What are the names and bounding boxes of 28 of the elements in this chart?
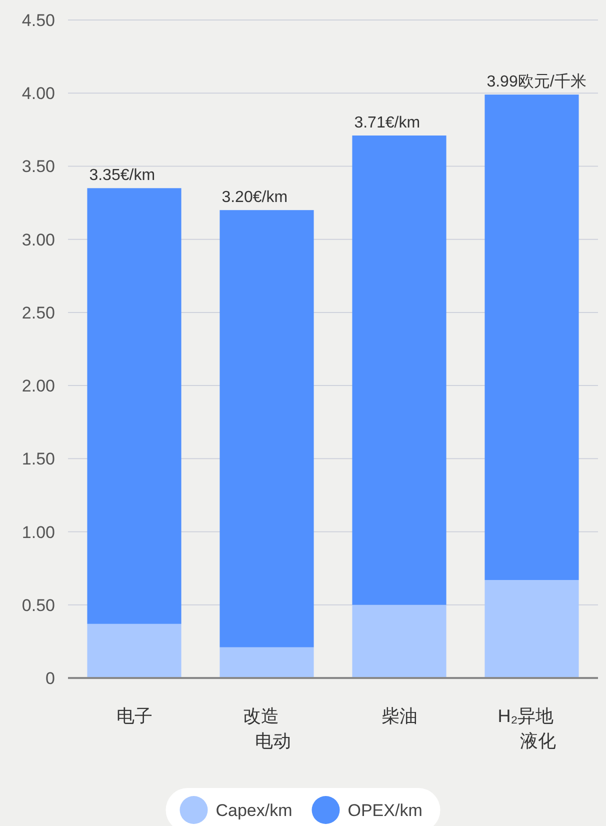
bar [87, 188, 182, 624]
y-tick-label: 4.00 [22, 84, 55, 104]
x-tick-label: H₂异地液化 [498, 706, 556, 751]
y-tick-label: 1.50 [22, 450, 55, 469]
total-label: 3.35€/km [89, 167, 156, 184]
legend-label: OPEX/km [348, 801, 422, 820]
bar [352, 604, 446, 678]
y-tick-label: 3.50 [22, 157, 55, 176]
x-tick-label: 柴油 [381, 706, 418, 726]
x-tick-label: 电子 [116, 706, 152, 726]
bar [352, 136, 446, 605]
bar [220, 210, 314, 648]
total-label: 3.71€/km [354, 114, 420, 132]
bar [484, 580, 579, 678]
total-label: 3.99欧元/千米 [486, 72, 586, 91]
total-label: 3.20€/km [222, 189, 288, 206]
y-tick-label: 2.00 [22, 376, 55, 396]
y-tick-label: 1.00 [22, 522, 55, 542]
y-tick-label: 4.50 [22, 11, 55, 30]
y-tick-label: 2.50 [22, 303, 55, 322]
bar [484, 94, 579, 580]
y-tick-label: 3.00 [22, 230, 55, 250]
bar [87, 624, 182, 678]
bar [220, 647, 314, 678]
y-tick-label: 0.50 [22, 596, 55, 615]
legend-label: Capex/km [216, 801, 292, 820]
x-tick-label: 改造电动 [242, 706, 291, 751]
y-tick-label: 0 [46, 669, 55, 688]
